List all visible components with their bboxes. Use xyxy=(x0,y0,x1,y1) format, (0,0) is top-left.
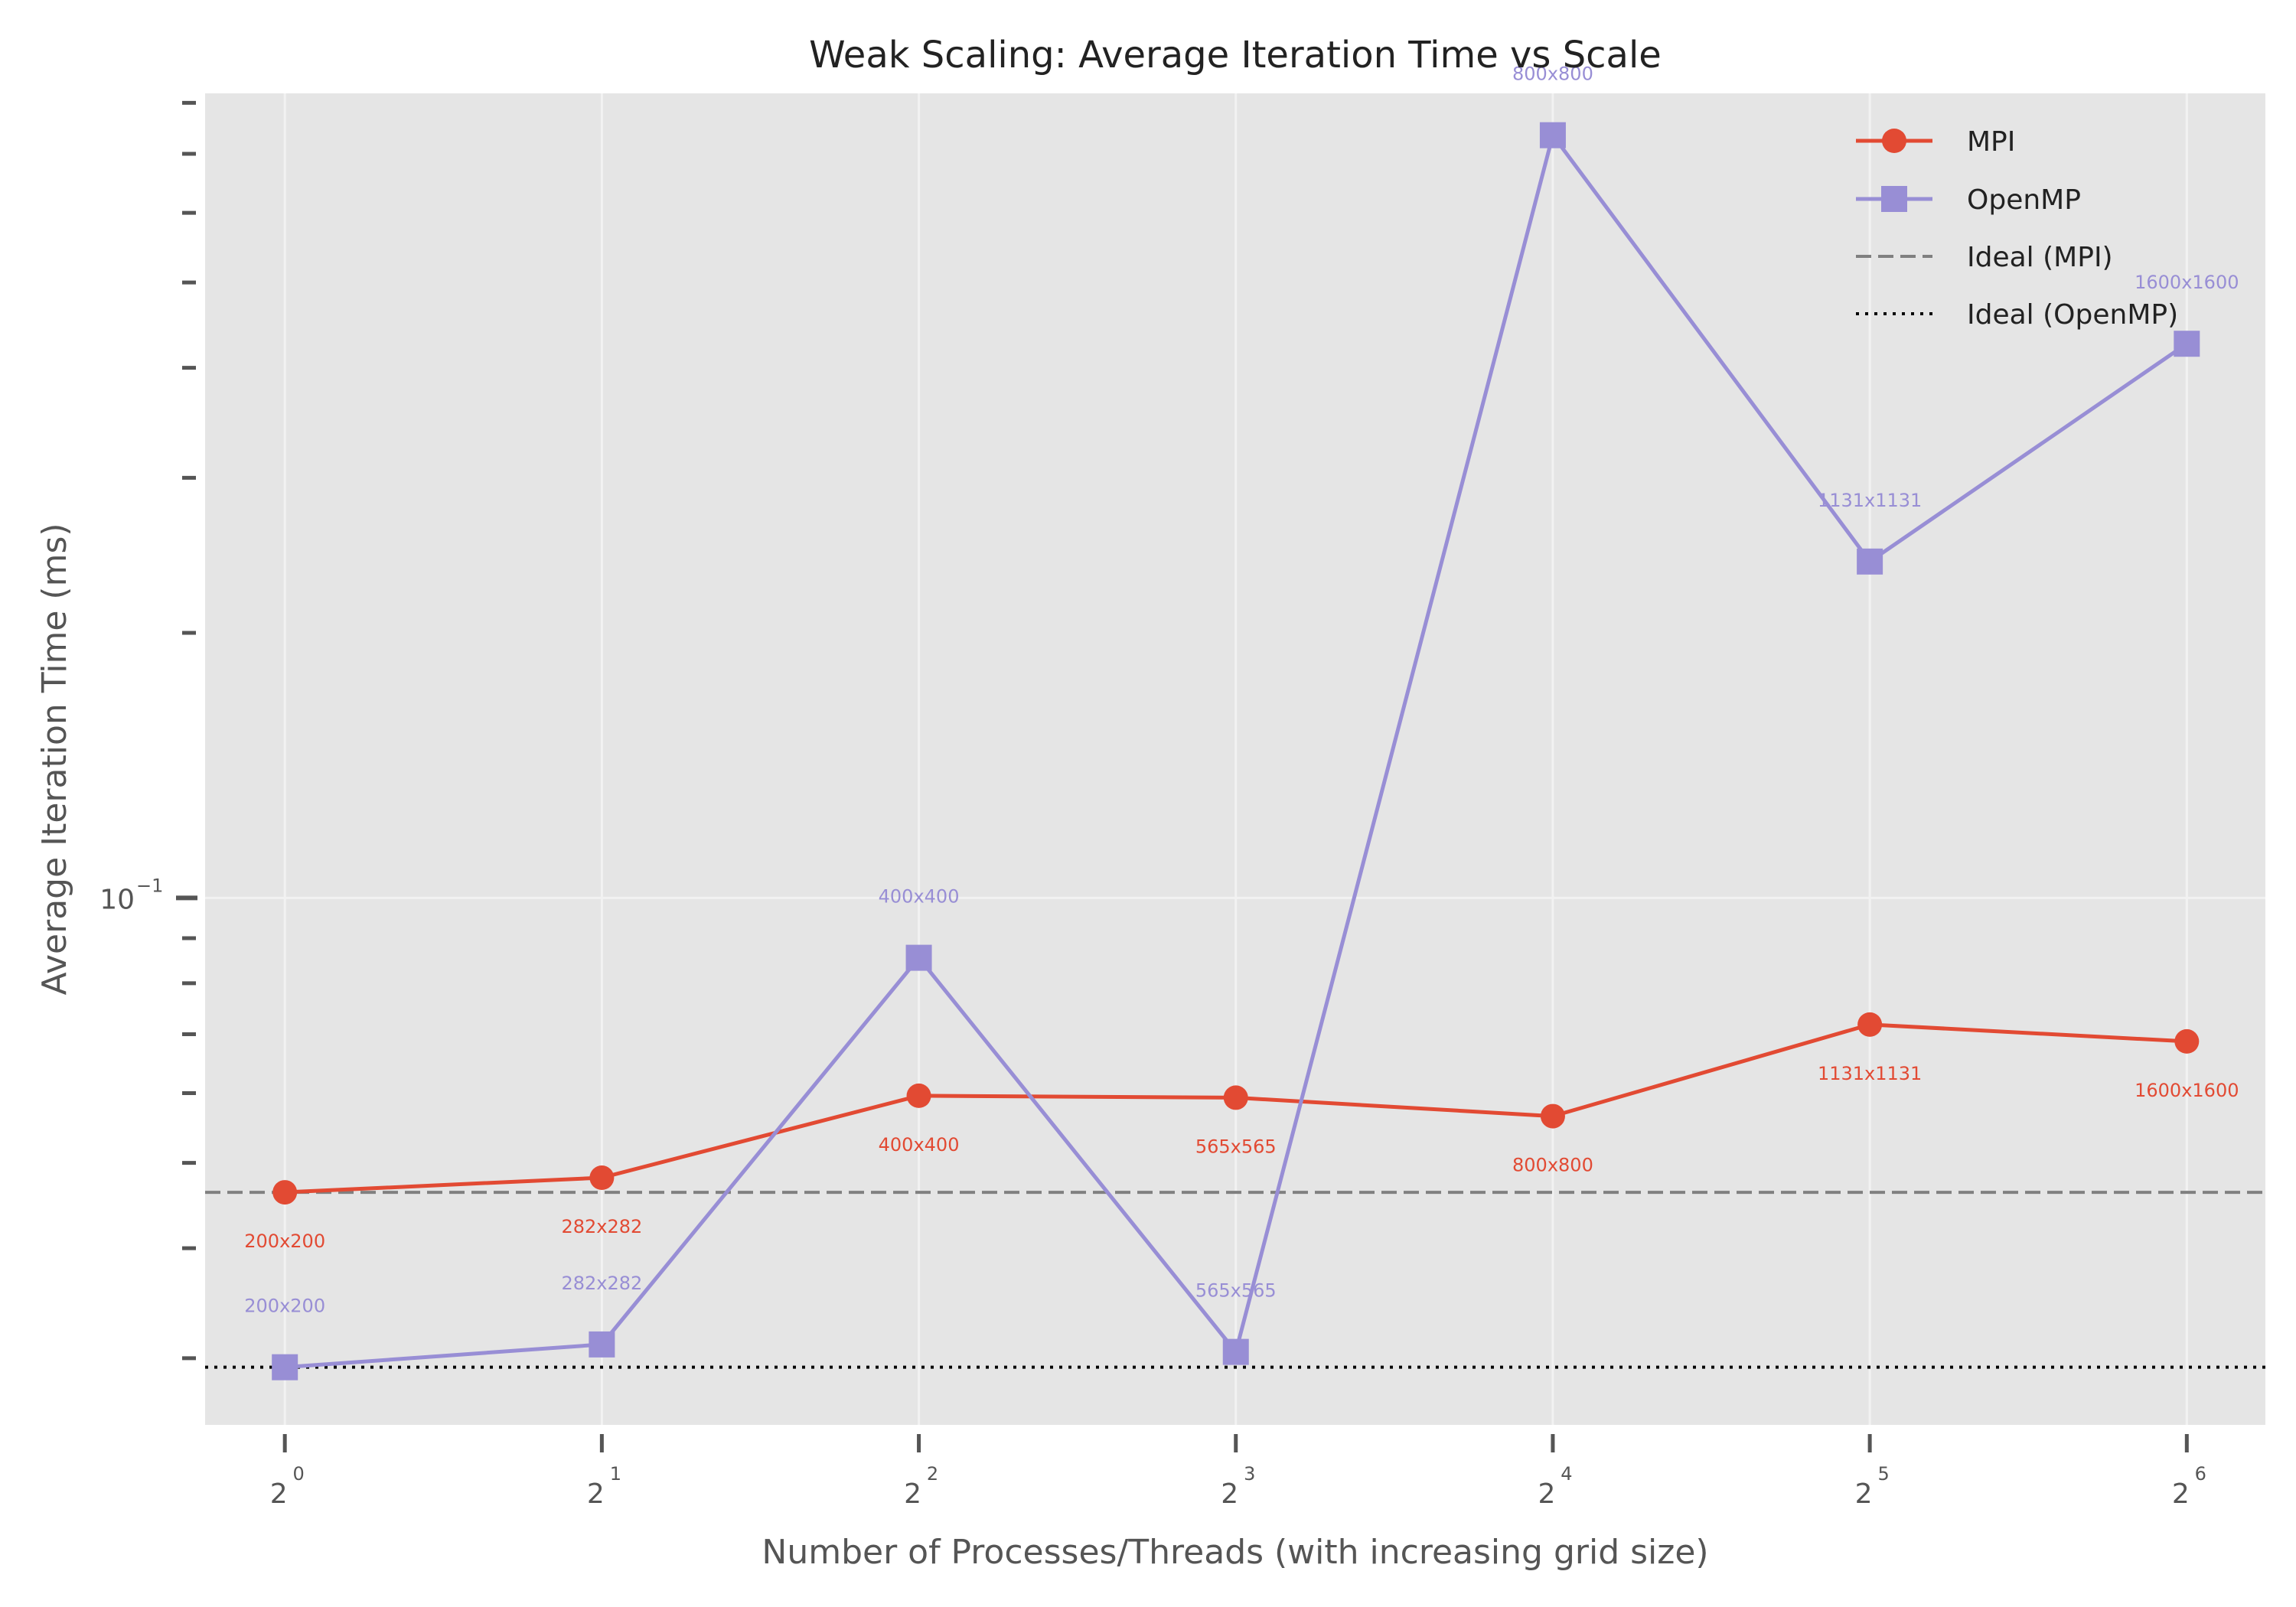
data-label: 282x282 xyxy=(561,1216,642,1237)
data-point xyxy=(272,1180,298,1205)
data-point xyxy=(906,1083,931,1108)
data-point xyxy=(2174,1028,2200,1054)
x-tick-label-exponent: 2 xyxy=(927,1463,938,1485)
data-label: 282x282 xyxy=(561,1273,642,1294)
legend-label: Ideal (OpenMP) xyxy=(1967,299,2178,331)
legend-item: Ideal (MPI) xyxy=(1856,242,2113,273)
data-label: 1131x1131 xyxy=(1818,1063,1922,1084)
data-point xyxy=(589,1331,615,1358)
x-tick-label-exponent: 3 xyxy=(1244,1463,1255,1485)
legend-label: MPI xyxy=(1967,126,2015,158)
data-label: 1600x1600 xyxy=(2135,272,2239,293)
data-point xyxy=(2174,331,2200,357)
x-tick-label-exponent: 0 xyxy=(293,1463,305,1485)
data-label: 565x565 xyxy=(1195,1280,1277,1302)
legend-item: MPI xyxy=(1856,126,2015,158)
data-point xyxy=(1540,1103,1565,1129)
legend-label: Ideal (MPI) xyxy=(1967,242,2113,273)
y-tick-label: 10 xyxy=(99,884,135,915)
reference-lines xyxy=(205,1191,2265,1369)
y-axis: 10 −1 xyxy=(99,100,197,1361)
x-axis-label: Number of Processes/Threads (with increa… xyxy=(762,1533,1708,1572)
grid-lines xyxy=(205,93,2265,1425)
legend-item: OpenMP xyxy=(1856,184,2081,216)
legend-marker xyxy=(1882,129,1906,153)
y-axis-label: Average Iteration Time (ms) xyxy=(35,523,74,995)
chart-title: Weak Scaling: Average Iteration Time vs … xyxy=(809,34,1662,77)
data-point xyxy=(1223,1085,1248,1110)
legend-label: OpenMP xyxy=(1967,184,2081,216)
data-label: 800x800 xyxy=(1512,1155,1593,1176)
x-tick-label: 2 xyxy=(587,1478,605,1510)
x-tick-label-exponent: 4 xyxy=(1561,1463,1572,1485)
legend: MPI OpenMP Ideal (MPI) Ideal (OpenMP) xyxy=(1856,126,2178,331)
data-point xyxy=(1539,122,1566,148)
data-label: 400x400 xyxy=(879,1134,960,1156)
x-tick-label-exponent: 1 xyxy=(610,1463,621,1485)
y-tick-label-exponent: −1 xyxy=(136,875,163,896)
x-tick-label: 2 xyxy=(1538,1478,1555,1510)
data-label: 565x565 xyxy=(1195,1136,1277,1157)
data-point xyxy=(1857,1012,1883,1037)
data-label: 1600x1600 xyxy=(2135,1080,2239,1101)
data-point xyxy=(1857,548,1883,575)
data-point xyxy=(905,944,932,971)
data-annotations: 200x200 282x282 400x400 565x565 800x800 1131x… xyxy=(244,64,2239,1317)
legend-item: Ideal (OpenMP) xyxy=(1856,299,2178,331)
data-point xyxy=(272,1354,298,1380)
x-tick-label: 2 xyxy=(1855,1478,1873,1510)
x-tick-label: 2 xyxy=(2172,1478,2190,1510)
data-label: 800x800 xyxy=(1512,64,1593,85)
data-label: 1131x1131 xyxy=(1818,490,1922,511)
data-label: 200x200 xyxy=(244,1296,325,1317)
data-label: 400x400 xyxy=(879,886,960,908)
x-tick-label: 2 xyxy=(1221,1478,1238,1510)
x-tick-label: 2 xyxy=(904,1478,921,1510)
x-tick-label-exponent: 5 xyxy=(1877,1463,1889,1485)
data-point xyxy=(589,1165,615,1191)
data-point xyxy=(1222,1338,1249,1365)
x-tick-label-exponent: 6 xyxy=(2195,1463,2206,1485)
series xyxy=(272,122,2200,1380)
data-label: 200x200 xyxy=(244,1231,325,1252)
x-tick-label: 2 xyxy=(270,1478,288,1510)
legend-marker xyxy=(1881,186,1907,212)
